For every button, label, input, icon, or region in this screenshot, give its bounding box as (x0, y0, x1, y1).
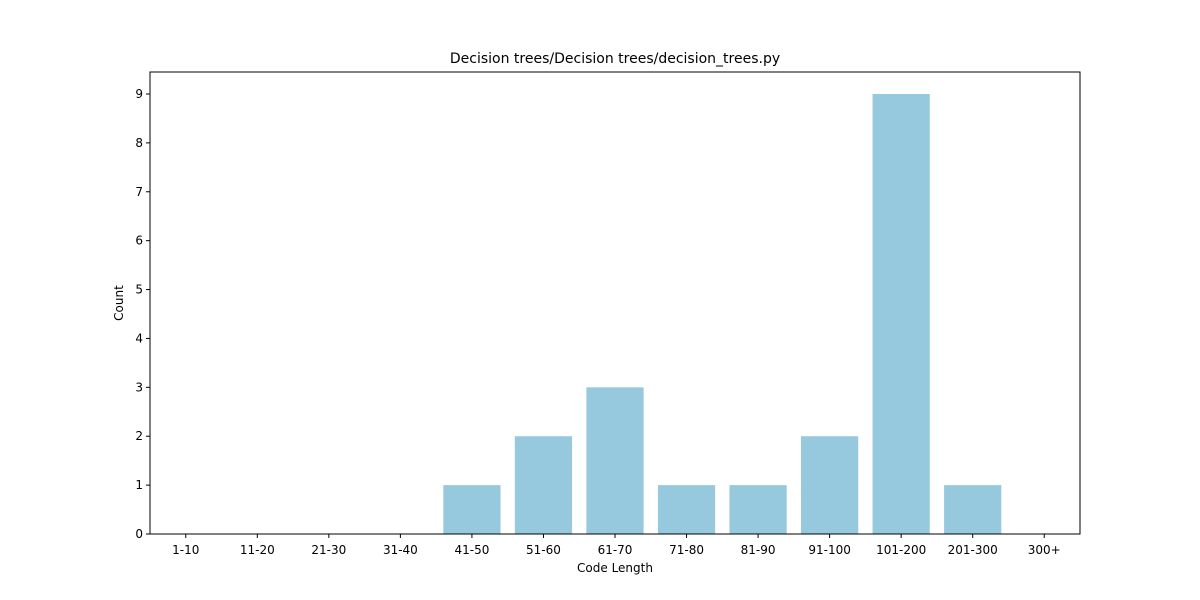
bar-101-200 (872, 94, 930, 534)
x-tick-label: 11-20 (240, 543, 275, 557)
y-axis-label: Count (112, 285, 126, 321)
y-tick-label: 5 (135, 283, 143, 297)
x-tick-label: 31-40 (383, 543, 418, 557)
bars (443, 94, 1002, 534)
x-axis-label: Code Length (577, 561, 653, 575)
bar-201-300 (944, 485, 1002, 534)
x-tick-label: 201-300 (948, 543, 998, 557)
x-tick-label: 61-70 (598, 543, 633, 557)
y-tick-label: 1 (135, 478, 143, 492)
y-tick-label: 7 (135, 185, 143, 199)
x-tick-label: 1-10 (172, 543, 199, 557)
x-tick-label: 300+ (1028, 543, 1061, 557)
x-tick-label: 41-50 (454, 543, 489, 557)
x-tick-label: 91-100 (808, 543, 851, 557)
x-axis-ticks: 1-10 11-20 21-30 31-40 41-50 51-60 61-70 71-80 8… (172, 534, 1061, 557)
y-tick-label: 2 (135, 429, 143, 443)
y-tick-label: 9 (135, 87, 143, 101)
bar-91-100 (801, 436, 859, 534)
chart-title: Decision trees/Decision trees/decision_t… (450, 51, 780, 67)
y-tick-label: 6 (135, 234, 143, 248)
bar-61-70 (586, 387, 644, 534)
x-tick-label: 101-200 (876, 543, 926, 557)
bar-81-90 (729, 485, 787, 534)
y-tick-label: 8 (135, 136, 143, 150)
bar-41-50 (443, 485, 501, 534)
y-tick-label: 4 (135, 331, 143, 345)
bar-51-60 (514, 436, 573, 534)
y-tick-label: 3 (135, 380, 143, 394)
x-tick-label: 51-60 (526, 543, 561, 557)
y-tick-label: 0 (135, 527, 143, 541)
x-tick-label: 81-90 (741, 543, 776, 557)
y-axis-ticks: 0 1 2 3 4 5 6 7 8 9 (135, 87, 150, 541)
bar-71-80 (657, 485, 716, 534)
x-tick-label: 71-80 (669, 543, 704, 557)
x-tick-label: 21-30 (311, 543, 346, 557)
